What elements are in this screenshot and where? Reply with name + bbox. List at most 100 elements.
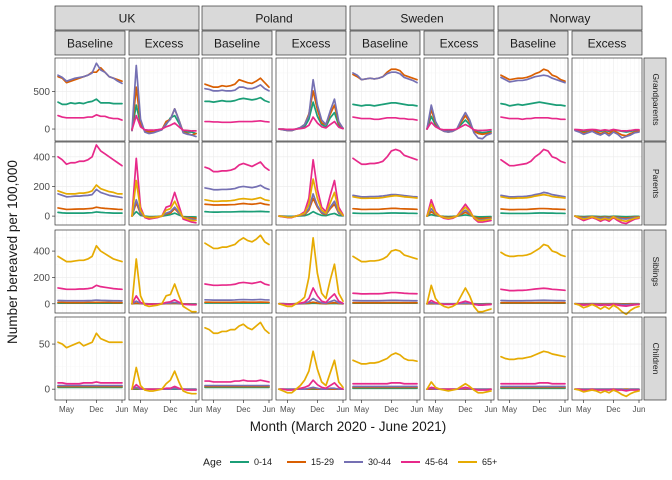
panel-border (497, 316, 569, 401)
country-strip (349, 5, 495, 31)
series-line-45-64 (57, 284, 123, 291)
series-line-0-14 (204, 96, 270, 103)
series-line-0-14 (57, 98, 123, 106)
series-line-65+ (574, 302, 640, 316)
kinship-strip-label: Parents (651, 169, 661, 198)
series-line-45-64 (278, 379, 344, 391)
kinship-strip (643, 229, 667, 314)
kinship-strip (643, 141, 667, 226)
facet-panel (275, 141, 347, 226)
series-line-65+ (131, 179, 197, 222)
facet-panel (54, 316, 126, 401)
series-line-65+ (57, 244, 123, 263)
series-line-30-44 (574, 215, 640, 220)
x-tick-label: Dec (532, 405, 546, 414)
series-line-65+ (278, 237, 344, 308)
panel-border (423, 57, 495, 142)
panel-border (423, 141, 495, 226)
panel-border (349, 141, 421, 226)
x-tick-label: Jun (633, 405, 646, 414)
panel-border (423, 316, 495, 401)
series-line-45-64 (574, 215, 640, 225)
x-tick-label: May (502, 405, 517, 414)
series-line-65+ (500, 350, 566, 361)
x-tick-label: Jun (411, 405, 424, 414)
y-tick-label: 500 (33, 87, 50, 98)
x-axis-title: Month (March 2020 - June 2021) (250, 419, 447, 434)
series-line-45-64 (500, 116, 566, 121)
series-line-65+ (352, 352, 418, 365)
kinship-strip (643, 316, 667, 401)
series-line-65+ (500, 193, 566, 200)
series-line-65+ (426, 381, 492, 394)
series-line-45-64 (57, 381, 123, 385)
facet-panel (349, 141, 421, 226)
facet-panel (128, 229, 200, 314)
series-line-30-44 (500, 74, 566, 84)
x-tick-label: Jun (485, 405, 498, 414)
series-line-30-44 (278, 386, 344, 391)
x-tick-label: Dec (606, 405, 620, 414)
panel-border (275, 57, 347, 142)
measure-strip-label: Excess (588, 37, 627, 51)
measure-strip (349, 30, 421, 56)
facet-panel (571, 316, 643, 401)
measure-strip (201, 30, 273, 56)
y-tick-label: 50 (39, 340, 51, 351)
panel-border (201, 141, 273, 226)
series-line-45-64 (352, 148, 418, 166)
kinship-strip-label: Grandparents (651, 74, 661, 126)
panel-border (201, 316, 273, 401)
y-tick-label: 0 (44, 299, 50, 310)
panel-border (497, 141, 569, 226)
series-line-0-14 (352, 102, 418, 107)
series-line-65+ (574, 388, 640, 398)
facet-panel (423, 229, 495, 314)
panel-border (497, 229, 569, 314)
facet-panel (201, 316, 273, 401)
facet-panel (275, 316, 347, 401)
x-tick-label: Jun (337, 405, 350, 414)
panel-border (571, 57, 643, 142)
series-line-45-64 (500, 382, 566, 385)
panel-border (54, 316, 126, 401)
y-tick-label: 0 (44, 385, 50, 396)
series-line-45-64 (574, 388, 640, 392)
facet-panel (349, 229, 421, 314)
x-tick-label: May (206, 405, 221, 414)
panel-border (128, 141, 200, 226)
series-line-45-64 (574, 302, 640, 307)
measure-strip-label: Baseline (362, 37, 408, 51)
series-line-45-64 (204, 161, 270, 173)
facet-panel (349, 316, 421, 401)
series-line-30-44 (57, 62, 123, 85)
panel-border (54, 57, 126, 142)
facet-panel (128, 57, 200, 142)
series-line-65+ (131, 366, 197, 395)
series-line-65+ (204, 321, 270, 335)
facet-strips: UK Poland Sweden Norway Baseline Excess Baseli… (54, 5, 667, 401)
facet-panel (201, 57, 273, 142)
x-tick-label: May (428, 405, 443, 414)
series-line-30-44 (57, 188, 123, 199)
measure-strip (571, 30, 643, 56)
y-tick-label: 200 (33, 273, 50, 284)
series-line-65+ (352, 248, 418, 263)
legend-label: 65+ (482, 457, 497, 467)
series-line-45-64 (131, 295, 197, 306)
panel-border (128, 57, 200, 142)
panel-border (571, 229, 643, 314)
facet-panel (571, 57, 643, 142)
series-line-30-44 (57, 299, 123, 302)
series-line-30-44 (204, 84, 270, 92)
measure-strip-label: Excess (440, 37, 479, 51)
facet-panel (54, 229, 126, 314)
facet-panel (423, 141, 495, 226)
facet-panel (571, 141, 643, 226)
series-line-45-64 (204, 280, 270, 287)
facet-panel (571, 229, 643, 316)
series-line-45-64 (500, 148, 566, 167)
x-tick-label: Dec (384, 405, 398, 414)
series-line-65+ (278, 350, 344, 394)
facet-panel (128, 316, 200, 401)
